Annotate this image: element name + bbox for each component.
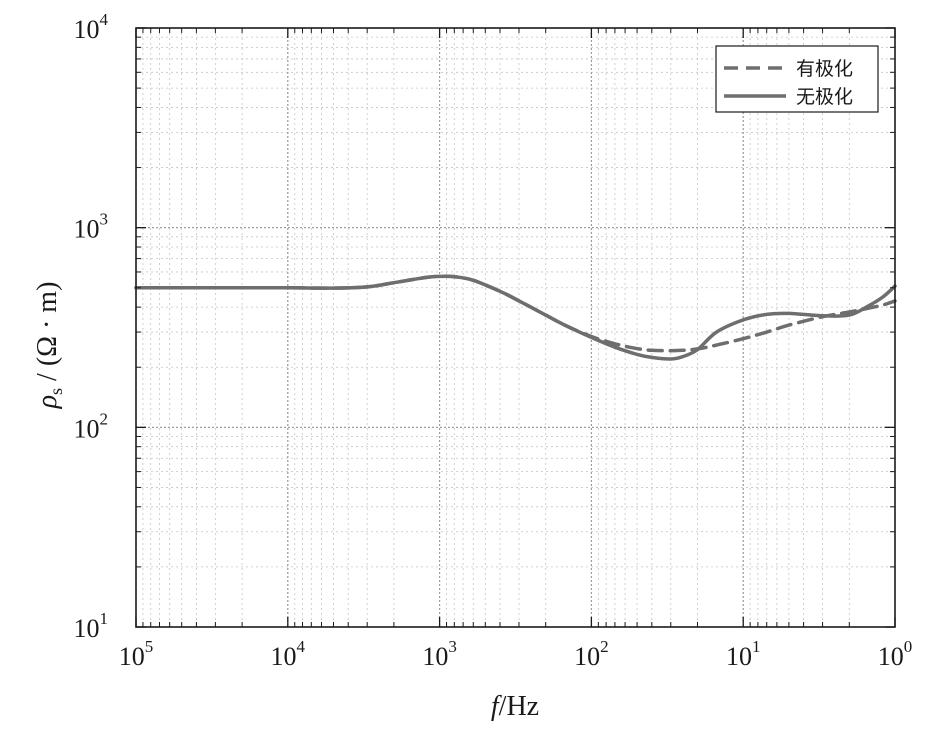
minor-gridlines xyxy=(136,28,895,627)
y-tick-label: 103 xyxy=(74,210,109,244)
y-axis-label: ρs / (Ω · m) xyxy=(32,282,66,410)
x-tick-labels: 105 104 103 102 101 100 xyxy=(119,637,913,671)
y-tick-label: 104 xyxy=(74,10,109,44)
y-tick-label: 101 xyxy=(74,609,109,643)
series-lines xyxy=(134,274,897,361)
y-tick-labels: 101 102 103 104 xyxy=(74,10,109,643)
legend-label-solid: 无极化 xyxy=(796,86,853,108)
legend-box xyxy=(715,45,879,113)
plot-area-frame xyxy=(135,27,896,628)
x-tick-label: 104 xyxy=(271,637,306,671)
series-line-solid xyxy=(134,274,897,361)
x-axis-label: f/Hz xyxy=(491,691,539,722)
x-tick-label: 100 xyxy=(878,637,913,671)
x-tick-label: 103 xyxy=(422,637,457,671)
x-tick-label: 102 xyxy=(574,637,609,671)
legend: 有极化 无极化 xyxy=(715,45,879,113)
legend-label-dashed: 有极化 xyxy=(796,58,853,80)
x-tick-label: 105 xyxy=(119,637,154,671)
x-tick-label: 101 xyxy=(726,637,761,671)
y-tick-label: 102 xyxy=(74,409,109,443)
tick-marks xyxy=(135,27,896,628)
